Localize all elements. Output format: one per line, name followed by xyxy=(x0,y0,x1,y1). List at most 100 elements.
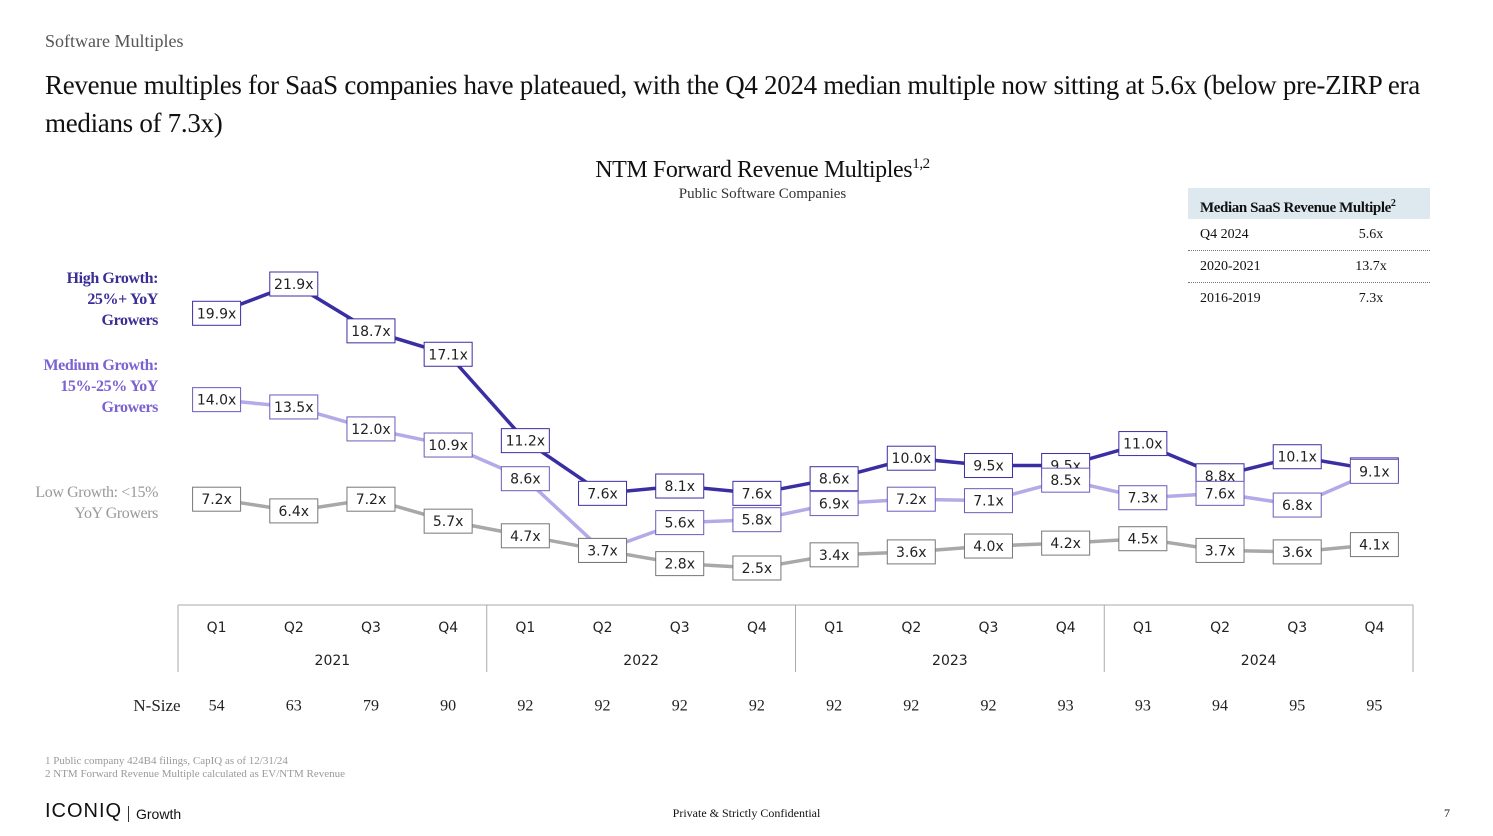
value-label: 21.9x xyxy=(269,271,319,297)
value-label: 7.6x xyxy=(1195,480,1245,506)
x-tick-label: Q1 xyxy=(1133,620,1153,636)
table-cell: 13.7x xyxy=(1355,259,1387,274)
value-label-box xyxy=(809,491,859,517)
value-label-box xyxy=(578,480,628,506)
value-label-box xyxy=(655,551,705,577)
value-label-box xyxy=(423,341,473,367)
data-label: 6.4x xyxy=(279,504,310,520)
value-label: 6.8x xyxy=(1272,492,1322,518)
value-label: 4.1x xyxy=(1349,532,1399,558)
value-label: 7.6x xyxy=(732,480,782,506)
value-label: 6.4x xyxy=(269,498,319,524)
value-label: 10.0x xyxy=(886,445,936,471)
n-size-value: 93 xyxy=(1058,698,1074,715)
series-line xyxy=(216,397,1376,553)
n-size-label: N-Size xyxy=(133,696,180,715)
chart-title-wrap: NTM Forward Revenue Multiples1,2 xyxy=(0,156,1493,184)
n-size-value: 92 xyxy=(595,698,611,715)
table-title-superscript: 2 xyxy=(1390,198,1396,209)
value-label-box xyxy=(423,508,473,534)
data-label: 7.2x xyxy=(356,492,387,508)
data-label: 9.1x xyxy=(1359,464,1390,480)
data-label: 2.5x xyxy=(742,561,773,577)
value-label-box xyxy=(1272,539,1322,565)
x-tick-label: Q4 xyxy=(1364,620,1384,636)
side-table: Median SaaS Revenue Multiple2 Q4 2024 5.6… xyxy=(1188,188,1430,314)
n-size-value: 94 xyxy=(1212,698,1228,715)
value-label: 9.5x xyxy=(963,453,1013,479)
value-label-box xyxy=(500,428,550,454)
n-size-value: 92 xyxy=(517,698,533,715)
data-label: 5.8x xyxy=(742,513,773,529)
table-cell: Q4 2024 xyxy=(1200,227,1249,242)
value-label-box xyxy=(732,555,782,581)
x-tick-label: Q2 xyxy=(284,620,304,636)
value-label-box xyxy=(346,416,396,442)
data-label: 17.1x xyxy=(428,347,467,363)
confidential: Private & Strictly Confidential xyxy=(672,806,821,820)
x-tick-label: Q1 xyxy=(515,620,535,636)
x-tick-label: Q4 xyxy=(1056,620,1076,636)
x-tick-label: Q3 xyxy=(361,620,381,636)
value-label-box xyxy=(1195,537,1245,563)
value-label-box xyxy=(578,537,628,563)
data-label: 3.4x xyxy=(819,548,850,564)
series-name: High Growth: 25%+ YoY Growers xyxy=(66,270,159,329)
value-label: 12.0x xyxy=(346,416,396,442)
value-label: 7.3x xyxy=(1118,485,1168,511)
value-label: 8.1x xyxy=(655,473,705,499)
data-label: 14.0x xyxy=(197,393,236,409)
value-label-box xyxy=(269,394,319,420)
value-label: 7.2x xyxy=(886,486,936,512)
value-label: 3.6x xyxy=(886,539,936,565)
value-label: 4.2x xyxy=(1041,530,1091,556)
value-label: 7.6x xyxy=(578,480,628,506)
value-label: 2.8x xyxy=(655,551,705,577)
data-label: 18.7x xyxy=(351,324,390,340)
value-label-box xyxy=(809,466,859,492)
value-label-box xyxy=(809,542,859,568)
n-size-value: 54 xyxy=(209,698,225,715)
data-label: 7.2x xyxy=(896,492,927,508)
value-label: 2.5x xyxy=(732,555,782,581)
table-cell: 2020-2021 xyxy=(1200,259,1261,274)
data-label: 7.6x xyxy=(587,486,618,502)
x-tick-label: Q1 xyxy=(824,620,844,636)
section-label: Software Multiples xyxy=(45,31,184,51)
table-cell: 2016-2019 xyxy=(1200,291,1261,306)
chart-title: NTM Forward Revenue Multiples xyxy=(595,157,913,183)
value-label-box xyxy=(269,498,319,524)
n-size-value: 93 xyxy=(1135,698,1151,715)
value-label-box xyxy=(963,453,1013,479)
n-size-value: 79 xyxy=(363,698,379,715)
year-label: 2022 xyxy=(623,653,659,669)
value-label: 18.7x xyxy=(346,318,396,344)
table-row: 2016-2019 7.3x xyxy=(1188,283,1430,314)
n-size-value: 95 xyxy=(1366,698,1382,715)
data-label: 11.0x xyxy=(1123,437,1162,453)
value-label: 8.5x xyxy=(1041,467,1091,493)
data-label: 7.6x xyxy=(742,486,773,502)
x-tick-label: Q2 xyxy=(1210,620,1230,636)
n-size-value: 92 xyxy=(980,698,996,715)
data-label: 10.1x xyxy=(1277,450,1316,466)
footnote: 1 Public company 424B4 filings, CapIQ as… xyxy=(45,755,288,767)
value-label: 7.1x xyxy=(963,488,1013,514)
data-label: 10.0x xyxy=(892,451,931,467)
value-label-box xyxy=(192,300,242,326)
data-label: 3.6x xyxy=(1282,545,1313,561)
table-title: Median SaaS Revenue Multiple xyxy=(1200,200,1391,216)
value-label-box xyxy=(886,445,936,471)
value-label: 5.8x xyxy=(732,507,782,533)
table-cell: 5.6x xyxy=(1358,227,1384,242)
data-label: 8.6x xyxy=(510,472,541,488)
n-size-value: 95 xyxy=(1289,698,1305,715)
logo-sub: Growth xyxy=(128,806,181,822)
value-label: 11.0x xyxy=(1118,431,1168,457)
value-label: 13.5x xyxy=(269,394,319,420)
value-label: 3.4x xyxy=(809,542,859,568)
value-label-box xyxy=(655,473,705,499)
value-label-box xyxy=(886,486,936,512)
value-label-box xyxy=(886,539,936,565)
